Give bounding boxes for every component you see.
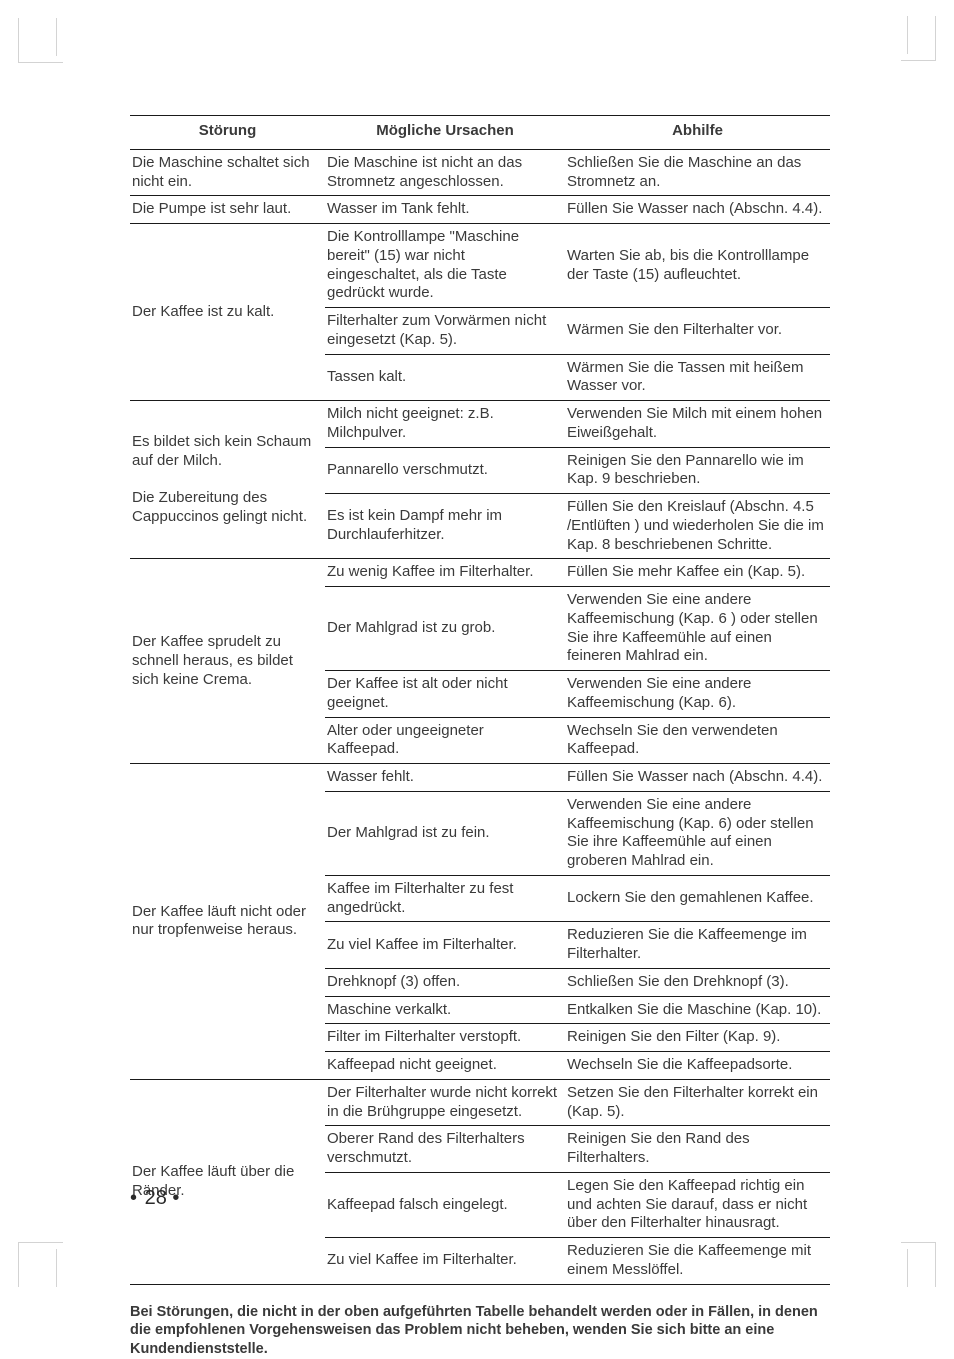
- remedy-cell: Wechseln Sie den verwendeten Kaffeepad.: [565, 717, 830, 764]
- cause-cell: Die Maschine ist nicht an das Stromnetz …: [325, 149, 565, 196]
- cause-cell: Der Mahlgrad ist zu grob.: [325, 587, 565, 671]
- cause-cell: Wasser fehlt.: [325, 764, 565, 792]
- table-row: Es bildet sich kein Schaum auf der Milch…: [130, 401, 830, 448]
- problem-cell: Der Kaffee läuft nicht oder nur tropfenw…: [130, 764, 325, 1080]
- table-row: Die Maschine schaltet sich nicht ein.Die…: [130, 149, 830, 196]
- cause-cell: Kaffeepad nicht geeignet.: [325, 1052, 565, 1080]
- troubleshooting-table: Störung Mögliche Ursachen Abhilfe Die Ma…: [130, 115, 830, 1285]
- cause-cell: Der Mahlgrad ist zu fein.: [325, 791, 565, 875]
- cause-cell: Filter im Filterhalter verstopft.: [325, 1024, 565, 1052]
- crop-mark: [893, 16, 908, 54]
- cause-cell: Die Kontrolllampe "Maschine bereit" (15)…: [325, 224, 565, 308]
- header-problem: Störung: [130, 116, 325, 150]
- cause-cell: Wasser im Tank fehlt.: [325, 196, 565, 224]
- problem-cell: Der Kaffee ist zu kalt.: [130, 224, 325, 401]
- problem-cell: Der Kaffee sprudelt zu schnell heraus, e…: [130, 559, 325, 764]
- cause-cell: Kaffeepad falsch eingelegt.: [325, 1172, 565, 1237]
- content-area: Störung Mögliche Ursachen Abhilfe Die Ma…: [130, 115, 830, 1359]
- remedy-cell: Verwenden Sie Milch mit einem hohen Eiwe…: [565, 401, 830, 448]
- remedy-cell: Wechseln Sie die Kaffeepadsorte.: [565, 1052, 830, 1080]
- header-cause: Mögliche Ursachen: [325, 116, 565, 150]
- cause-cell: Kaffee im Filterhalter zu fest angedrück…: [325, 875, 565, 922]
- remedy-cell: Füllen Sie mehr Kaffee ein (Kap. 5).: [565, 559, 830, 587]
- remedy-cell: Verwenden Sie eine andere Kaffeemischung…: [565, 791, 830, 875]
- cause-cell: Milch nicht geeignet: z.B. Milchpulver.: [325, 401, 565, 448]
- cause-cell: Maschine verkalkt.: [325, 996, 565, 1024]
- cause-cell: Zu viel Kaffee im Filterhalter.: [325, 922, 565, 969]
- cause-cell: Zu viel Kaffee im Filterhalter.: [325, 1238, 565, 1285]
- problem-cell: Die Pumpe ist sehr laut.: [130, 196, 325, 224]
- remedy-cell: Warten Sie ab, bis die Kontrolllampe der…: [565, 224, 830, 308]
- crop-mark: [56, 1249, 71, 1287]
- cause-cell: Tassen kalt.: [325, 354, 565, 401]
- header-remedy: Abhilfe: [565, 116, 830, 150]
- table-row: Der Kaffee läuft nicht oder nur tropfenw…: [130, 764, 830, 792]
- cause-cell: Der Filterhalter wurde nicht korrekt in …: [325, 1079, 565, 1126]
- remedy-cell: Reinigen Sie den Pannarello wie im Kap. …: [565, 447, 830, 494]
- crop-mark: [56, 18, 71, 56]
- remedy-cell: Füllen Sie Wasser nach (Abschn. 4.4).: [565, 196, 830, 224]
- cause-cell: Pannarello verschmutzt.: [325, 447, 565, 494]
- page: Störung Mögliche Ursachen Abhilfe Die Ma…: [0, 0, 954, 1301]
- table-row: Der Kaffee sprudelt zu schnell heraus, e…: [130, 559, 830, 587]
- cause-cell: Oberer Rand des Filterhalters verschmutz…: [325, 1126, 565, 1173]
- remedy-cell: Wärmen Sie den Filterhalter vor.: [565, 308, 830, 355]
- page-number: • 28 •: [130, 1186, 181, 1211]
- problem-cell: Es bildet sich kein Schaum auf der Milch…: [130, 401, 325, 559]
- crop-mark: [893, 1249, 908, 1287]
- remedy-cell: Wärmen Sie die Tassen mit heißem Wasser …: [565, 354, 830, 401]
- remedy-cell: Schließen Sie den Drehknopf (3).: [565, 968, 830, 996]
- remedy-cell: Entkalken Sie die Maschine (Kap. 10).: [565, 996, 830, 1024]
- table-row: Der Kaffee ist zu kalt.Die Kontrolllampe…: [130, 224, 830, 308]
- remedy-cell: Füllen Sie Wasser nach (Abschn. 4.4).: [565, 764, 830, 792]
- table-row: Die Pumpe ist sehr laut.Wasser im Tank f…: [130, 196, 830, 224]
- cause-cell: Es ist kein Dampf mehr im Durchlauferhit…: [325, 494, 565, 559]
- footer-note: Bei Störungen, die nicht in der oben auf…: [130, 1303, 830, 1359]
- cause-cell: Der Kaffee ist alt oder nicht geeignet.: [325, 671, 565, 718]
- remedy-cell: Reduzieren Sie die Kaffeemenge im Filter…: [565, 922, 830, 969]
- cause-cell: Alter oder ungeeigneter Kaffeepad.: [325, 717, 565, 764]
- table-header-row: Störung Mögliche Ursachen Abhilfe: [130, 116, 830, 150]
- page-number-value: 28: [145, 1187, 167, 1209]
- cause-cell: Zu wenig Kaffee im Filterhalter.: [325, 559, 565, 587]
- remedy-cell: Legen Sie den Kaffeepad richtig ein und …: [565, 1172, 830, 1237]
- remedy-cell: Reduzieren Sie die Kaffeemenge mit einem…: [565, 1238, 830, 1285]
- remedy-cell: Schließen Sie die Maschine an das Stromn…: [565, 149, 830, 196]
- remedy-cell: Reinigen Sie den Filter (Kap. 9).: [565, 1024, 830, 1052]
- remedy-cell: Verwenden Sie eine andere Kaffeemischung…: [565, 671, 830, 718]
- problem-cell: Die Maschine schaltet sich nicht ein.: [130, 149, 325, 196]
- table-row: Der Kaffee läuft über die Ränder.Der Fil…: [130, 1079, 830, 1126]
- remedy-cell: Lockern Sie den gemahlenen Kaffee.: [565, 875, 830, 922]
- problem-cell: Der Kaffee läuft über die Ränder.: [130, 1079, 325, 1284]
- remedy-cell: Verwenden Sie eine andere Kaffeemischung…: [565, 587, 830, 671]
- cause-cell: Drehknopf (3) offen.: [325, 968, 565, 996]
- remedy-cell: Füllen Sie den Kreislauf (Abschn. 4.5 /E…: [565, 494, 830, 559]
- remedy-cell: Reinigen Sie den Rand des Filterhalters.: [565, 1126, 830, 1173]
- cause-cell: Filterhalter zum Vorwärmen nicht eingese…: [325, 308, 565, 355]
- remedy-cell: Setzen Sie den Filterhalter korrekt ein …: [565, 1079, 830, 1126]
